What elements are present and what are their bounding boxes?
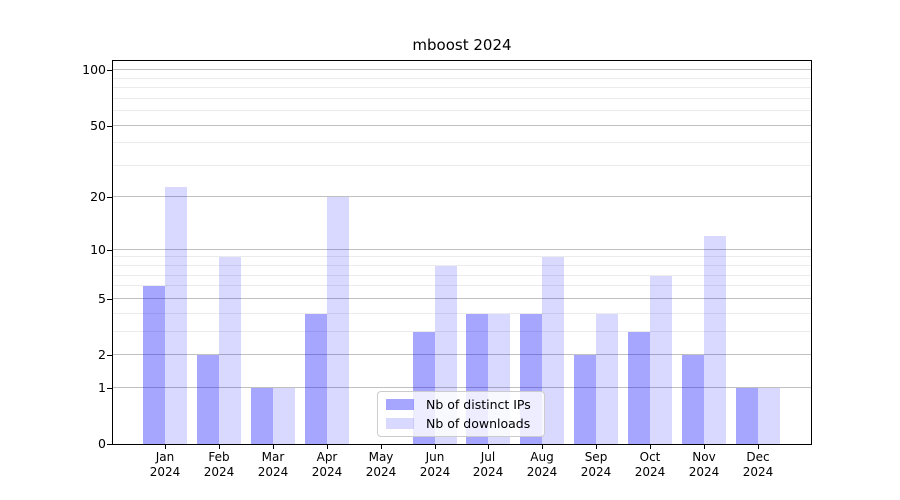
gridline-minor bbox=[113, 142, 811, 143]
y-tick bbox=[107, 444, 112, 445]
y-tick bbox=[107, 250, 112, 251]
x-tick-label: Jun 2024 bbox=[419, 450, 451, 479]
legend: Nb of distinct IPs Nb of downloads bbox=[377, 391, 545, 437]
x-tick bbox=[542, 445, 543, 449]
bar-distinct-ips bbox=[251, 388, 273, 444]
bar-distinct-ips bbox=[143, 286, 165, 444]
y-tick-label: 0 bbox=[98, 436, 106, 451]
gridline-minor bbox=[113, 275, 811, 276]
chart-title: mboost 2024 bbox=[412, 36, 512, 54]
gridline-minor bbox=[113, 78, 811, 79]
bar-distinct-ips bbox=[305, 314, 327, 444]
y-tick-label: 1 bbox=[98, 380, 106, 395]
gridline-minor bbox=[113, 98, 811, 99]
x-tick bbox=[165, 445, 166, 449]
x-tick-label: Dec 2024 bbox=[742, 450, 774, 479]
x-tick-label: Feb 2024 bbox=[203, 450, 235, 479]
legend-swatch-distinct-ips bbox=[386, 399, 414, 410]
x-tick bbox=[488, 445, 489, 449]
x-tick-label: Sep 2024 bbox=[580, 450, 612, 479]
gridline-minor bbox=[113, 87, 811, 88]
bar-distinct-ips bbox=[197, 355, 219, 444]
gridline-major bbox=[113, 196, 811, 197]
x-tick-label: May 2024 bbox=[365, 450, 397, 479]
x-tick-label: Nov 2024 bbox=[688, 450, 720, 479]
x-tick-label: Jul 2024 bbox=[472, 450, 504, 479]
gridline-minor bbox=[113, 110, 811, 111]
legend-label-downloads: Nb of downloads bbox=[426, 416, 531, 431]
legend-swatch-downloads bbox=[386, 418, 414, 429]
y-tick-label: 2 bbox=[98, 347, 106, 362]
x-tick bbox=[327, 445, 328, 449]
y-tick bbox=[107, 355, 112, 356]
gridline-major bbox=[113, 354, 811, 355]
legend-item-distinct-ips: Nb of distinct IPs bbox=[386, 397, 544, 412]
x-tick bbox=[596, 445, 597, 449]
y-tick-label: 100 bbox=[82, 62, 106, 77]
x-tick bbox=[650, 445, 651, 449]
gridline-minor bbox=[113, 256, 811, 257]
x-tick bbox=[381, 445, 382, 449]
x-tick-label: Aug 2024 bbox=[526, 450, 558, 479]
x-tick bbox=[219, 445, 220, 449]
bar-distinct-ips bbox=[574, 355, 596, 444]
gridline-major bbox=[113, 298, 811, 299]
bar-downloads bbox=[327, 197, 349, 444]
x-tick-label: Mar 2024 bbox=[257, 450, 289, 479]
y-tick-label: 20 bbox=[90, 189, 106, 204]
x-tick-label: Apr 2024 bbox=[311, 450, 343, 479]
bar-downloads bbox=[165, 187, 187, 444]
legend-item-downloads: Nb of downloads bbox=[386, 416, 544, 431]
bar-downloads bbox=[219, 257, 241, 444]
y-tick bbox=[107, 388, 112, 389]
gridline-major bbox=[113, 125, 811, 126]
x-tick bbox=[435, 445, 436, 449]
gridline-minor bbox=[113, 285, 811, 286]
gridline-major bbox=[113, 387, 811, 388]
x-tick-label: Oct 2024 bbox=[634, 450, 666, 479]
bar-downloads bbox=[542, 257, 564, 444]
gridline-minor bbox=[113, 331, 811, 332]
bar-downloads bbox=[704, 236, 726, 444]
gridline-major bbox=[113, 249, 811, 250]
y-tick-label: 50 bbox=[90, 118, 106, 133]
x-tick-label: Jan 2024 bbox=[149, 450, 181, 479]
bar-distinct-ips bbox=[628, 332, 650, 444]
y-tick bbox=[107, 126, 112, 127]
legend-label-distinct-ips: Nb of distinct IPs bbox=[426, 397, 531, 412]
bar-distinct-ips bbox=[682, 355, 704, 444]
gridline-minor bbox=[113, 313, 811, 314]
bar-downloads bbox=[273, 388, 295, 444]
y-tick-label: 10 bbox=[90, 242, 106, 257]
bar-downloads bbox=[596, 314, 618, 444]
x-tick bbox=[273, 445, 274, 449]
y-tick bbox=[107, 299, 112, 300]
y-tick-label: 5 bbox=[98, 291, 106, 306]
gridline-minor bbox=[113, 265, 811, 266]
y-tick bbox=[107, 70, 112, 71]
x-tick bbox=[704, 445, 705, 449]
bar-downloads bbox=[758, 388, 780, 444]
gridline-minor bbox=[113, 165, 811, 166]
y-tick bbox=[107, 197, 112, 198]
bar-distinct-ips bbox=[736, 388, 758, 444]
plot-area bbox=[112, 60, 812, 445]
bar-downloads bbox=[650, 276, 672, 444]
gridline-major bbox=[113, 69, 811, 70]
x-tick bbox=[758, 445, 759, 449]
